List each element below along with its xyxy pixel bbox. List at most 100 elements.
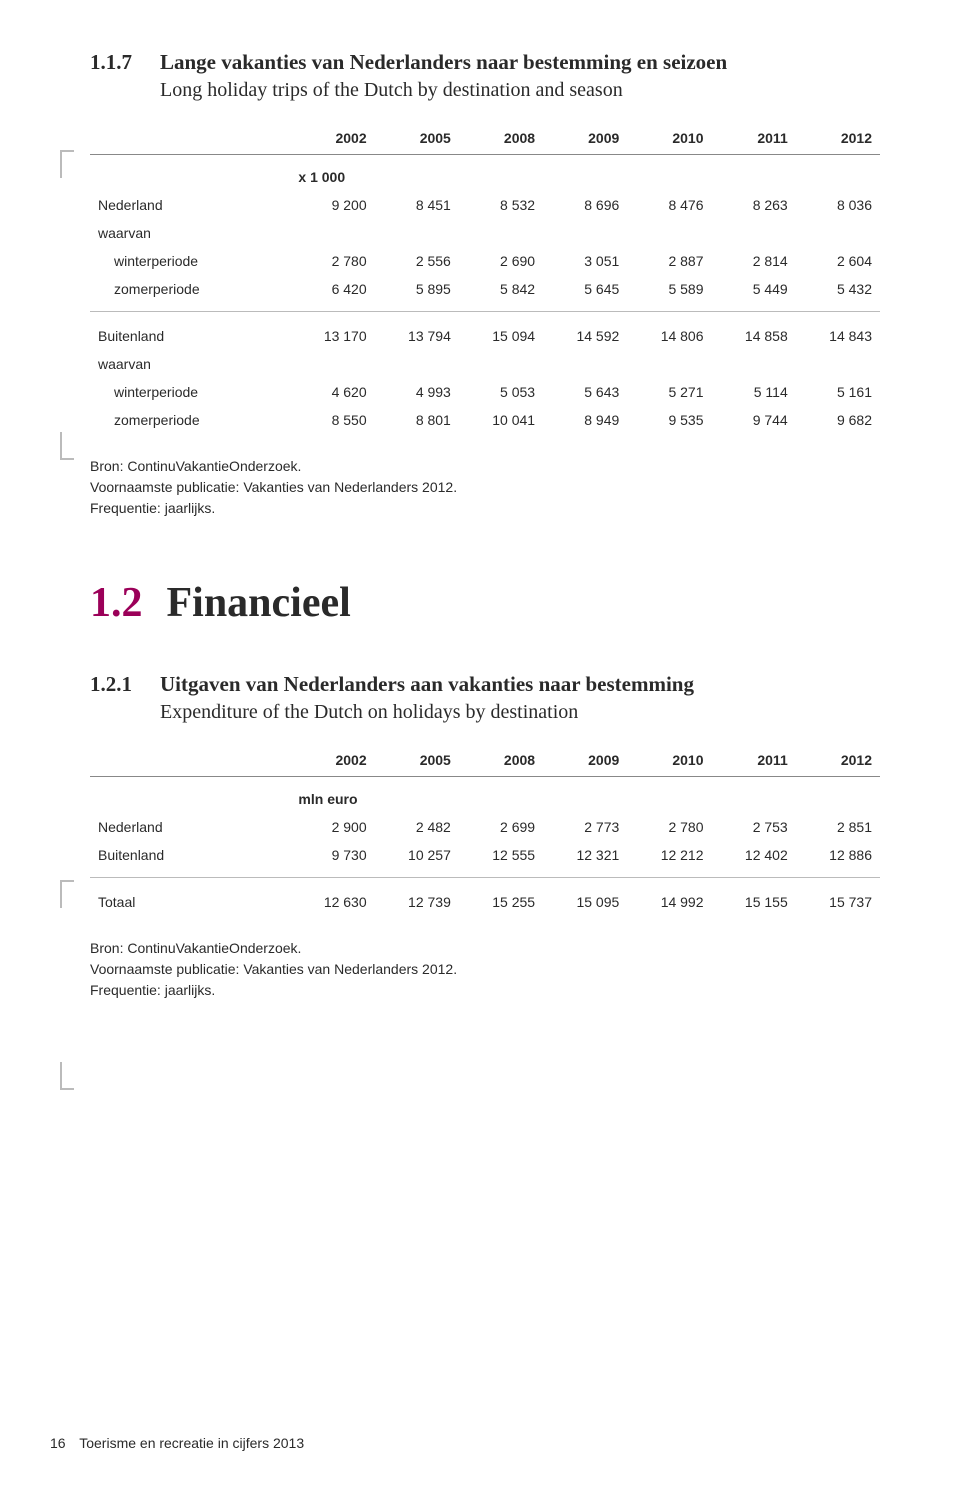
cell: 9 744: [712, 406, 796, 442]
table-121: 2002 2005 2008 2009 2010 2011 2012 mln e…: [90, 744, 880, 924]
section-121-header: 1.2.1 Uitgaven van Nederlanders aan vaka…: [90, 672, 880, 697]
row-label: Nederland: [90, 191, 290, 219]
table-row: zomerperiode 6 420 5 895 5 842 5 645 5 5…: [90, 275, 880, 312]
col-year: 2010: [627, 744, 711, 777]
col-year: 2010: [627, 122, 711, 155]
col-year: 2011: [712, 744, 796, 777]
big-section-title: Financieel: [167, 579, 351, 627]
table-row: winterperiode 4 620 4 993 5 053 5 643 5 …: [90, 378, 880, 406]
cell: 8 550: [290, 406, 374, 442]
table-row: Buitenland 13 170 13 794 15 094 14 592 1…: [90, 312, 880, 351]
cell: 15 094: [459, 312, 543, 351]
table-header-row: 2002 2005 2008 2009 2010 2011 2012: [90, 122, 880, 155]
cell: 8 263: [712, 191, 796, 219]
row-label: waarvan: [90, 219, 290, 247]
table-row: Nederland 2 900 2 482 2 699 2 773 2 780 …: [90, 813, 880, 841]
col-label: [90, 122, 290, 155]
cell: 5 895: [375, 275, 459, 312]
table-header-row: 2002 2005 2008 2009 2010 2011 2012: [90, 744, 880, 777]
row-label: waarvan: [90, 350, 290, 378]
cell: 9 682: [796, 406, 880, 442]
cell: 8 696: [543, 191, 627, 219]
cell: 12 402: [712, 841, 796, 878]
col-year: 2002: [290, 744, 374, 777]
cell: 2 482: [375, 813, 459, 841]
big-section-num: 1.2: [90, 579, 143, 627]
cell: 8 532: [459, 191, 543, 219]
cell: 14 806: [627, 312, 711, 351]
cell: 15 737: [796, 878, 880, 925]
row-label: zomerperiode: [90, 406, 290, 442]
table-row: zomerperiode 8 550 8 801 10 041 8 949 9 …: [90, 406, 880, 442]
footnote-121: Bron: ContinuVakantieOnderzoek. Voornaam…: [90, 938, 880, 1001]
cell: 12 886: [796, 841, 880, 878]
footnote-line: Bron: ContinuVakantieOnderzoek.: [90, 456, 880, 477]
cell: 5 842: [459, 275, 543, 312]
cell: 4 620: [290, 378, 374, 406]
cell: 2 773: [543, 813, 627, 841]
unit-label: x 1 000: [290, 155, 880, 192]
doc-title: Toerisme en recreatie in cijfers 2013: [79, 1435, 304, 1451]
cell: 6 420: [290, 275, 374, 312]
table-row: Totaal 12 630 12 739 15 255 15 095 14 99…: [90, 878, 880, 925]
cell: 9 200: [290, 191, 374, 219]
row-label: Nederland: [90, 813, 290, 841]
section-title-en: Expenditure of the Dutch on holidays by …: [160, 701, 880, 724]
row-label: Buitenland: [90, 312, 290, 351]
cell: 14 992: [627, 878, 711, 925]
unit-row: x 1 000: [90, 155, 880, 192]
section-num: 1.1.7: [90, 50, 146, 75]
cell: 2 780: [627, 813, 711, 841]
cell: 9 535: [627, 406, 711, 442]
col-year: 2008: [459, 122, 543, 155]
cell: 4 993: [375, 378, 459, 406]
row-label: Buitenland: [90, 841, 290, 878]
col-year: 2005: [375, 122, 459, 155]
col-year: 2012: [796, 122, 880, 155]
cell: 5 645: [543, 275, 627, 312]
col-year: 2009: [543, 744, 627, 777]
section-title-en: Long holiday trips of the Dutch by desti…: [160, 79, 880, 102]
cell: 8 801: [375, 406, 459, 442]
cell: 5 161: [796, 378, 880, 406]
page-number: 16: [50, 1435, 66, 1451]
cell: 2 604: [796, 247, 880, 275]
footnote-line: Bron: ContinuVakantieOnderzoek.: [90, 938, 880, 959]
cell: 9 730: [290, 841, 374, 878]
cell: 15 255: [459, 878, 543, 925]
cell: 12 212: [627, 841, 711, 878]
table-row: Nederland 9 200 8 451 8 532 8 696 8 476 …: [90, 191, 880, 219]
cell: 8 949: [543, 406, 627, 442]
col-year: 2011: [712, 122, 796, 155]
col-year: 2009: [543, 122, 627, 155]
cell: 5 449: [712, 275, 796, 312]
cell: 13 170: [290, 312, 374, 351]
cell: 8 451: [375, 191, 459, 219]
cell: 2 887: [627, 247, 711, 275]
col-label: [90, 744, 290, 777]
cell: 5 589: [627, 275, 711, 312]
cell: 15 155: [712, 878, 796, 925]
cell: 12 630: [290, 878, 374, 925]
section-12-header: 1.2 Financieel: [90, 579, 880, 627]
unit-row: mln euro: [90, 777, 880, 814]
cell: 5 114: [712, 378, 796, 406]
footnote-line: Voornaamste publicatie: Vakanties van Ne…: [90, 477, 880, 498]
cell: 2 699: [459, 813, 543, 841]
page-content: 1.1.7 Lange vakanties van Nederlanders n…: [0, 0, 960, 1101]
cell: 14 592: [543, 312, 627, 351]
cell: 15 095: [543, 878, 627, 925]
col-year: 2008: [459, 744, 543, 777]
cell: 12 739: [375, 878, 459, 925]
cell: 2 556: [375, 247, 459, 275]
cell: 2 753: [712, 813, 796, 841]
cell: 13 794: [375, 312, 459, 351]
cell: 8 476: [627, 191, 711, 219]
cell: 12 555: [459, 841, 543, 878]
table-row: waarvan: [90, 350, 880, 378]
cell: 5 271: [627, 378, 711, 406]
row-label: winterperiode: [90, 247, 290, 275]
table-row: Buitenland 9 730 10 257 12 555 12 321 12…: [90, 841, 880, 878]
footnote-line: Frequentie: jaarlijks.: [90, 980, 880, 1001]
cell: 8 036: [796, 191, 880, 219]
